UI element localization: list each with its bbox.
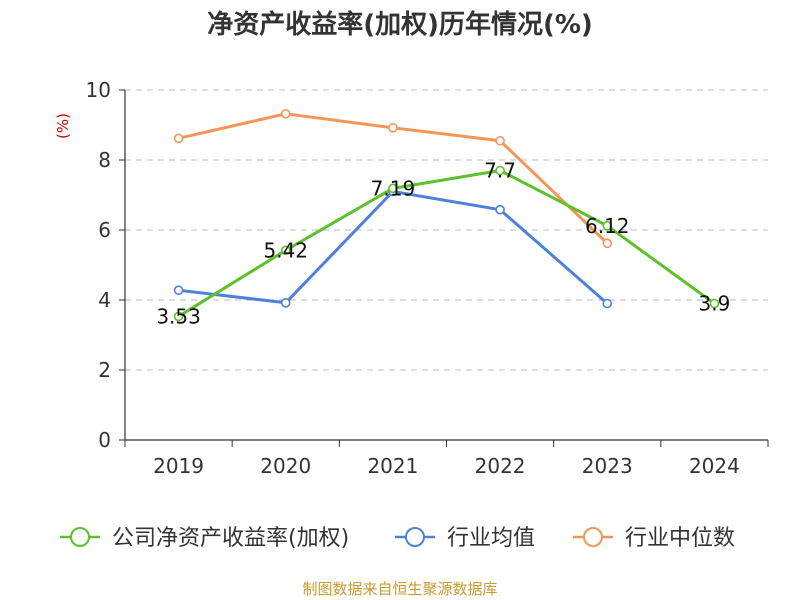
legend: 公司净资产收益率(加权) 行业均值 行业中位数 bbox=[60, 526, 735, 551]
data-point bbox=[388, 183, 398, 194]
legend-label: 行业均值 bbox=[447, 526, 535, 551]
y-tick-label: 8 bbox=[98, 148, 111, 172]
x-tick-label: 2021 bbox=[367, 454, 418, 478]
data-point bbox=[602, 298, 613, 309]
data-point bbox=[495, 204, 505, 215]
data-label: 6.12 bbox=[585, 214, 630, 238]
chart-title: 净资产收益率(加权)历年情况(%) bbox=[207, 9, 593, 40]
data-labels: 3.53 5.42 7.19 7.7 6.12 3.9 bbox=[156, 159, 730, 329]
series-0 bbox=[173, 165, 720, 322]
series-line bbox=[178, 190, 609, 305]
data-point bbox=[173, 311, 184, 322]
data-point bbox=[173, 133, 184, 144]
grid-lines bbox=[125, 89, 768, 371]
legend-marker bbox=[583, 527, 603, 547]
data-point bbox=[495, 135, 505, 146]
y-axis-unit: (%) bbox=[54, 113, 72, 139]
data-point bbox=[280, 245, 291, 256]
legend-label: 公司净资产收益率(加权) bbox=[112, 526, 349, 551]
series-line bbox=[177, 169, 716, 318]
legend-label: 行业中位数 bbox=[625, 526, 735, 551]
y-tick-label: 2 bbox=[98, 358, 111, 382]
data-point bbox=[602, 221, 613, 231]
data-point bbox=[173, 285, 184, 296]
data-label: 3.9 bbox=[699, 292, 731, 316]
data-label: 7.19 bbox=[371, 176, 416, 200]
data-point bbox=[495, 165, 505, 176]
legend-item: 行业均值 bbox=[395, 526, 535, 551]
legend-marker bbox=[405, 527, 425, 547]
axes: 0 2 4 6 8 10 2019 2020 2021 2022 2023 2024 bbox=[86, 78, 769, 478]
series-2 bbox=[173, 109, 613, 249]
y-tick-label: 4 bbox=[98, 288, 111, 312]
data-label: 7.7 bbox=[484, 159, 516, 183]
x-tick-label: 2020 bbox=[260, 454, 311, 478]
data-label: 5.42 bbox=[263, 238, 308, 262]
data-point bbox=[602, 238, 613, 249]
legend-item: 行业中位数 bbox=[573, 526, 735, 551]
x-tick-label: 2024 bbox=[689, 454, 740, 478]
data-point bbox=[280, 109, 291, 119]
data-point bbox=[388, 123, 398, 133]
series-1 bbox=[173, 186, 613, 309]
series-lines bbox=[173, 109, 720, 322]
x-tick-label: 2019 bbox=[153, 454, 204, 478]
legend-marker bbox=[70, 527, 90, 547]
data-point bbox=[280, 297, 291, 308]
data-label: 3.53 bbox=[156, 304, 201, 328]
y-tick-label: 0 bbox=[98, 428, 111, 452]
legend-item: 公司净资产收益率(加权) bbox=[60, 526, 349, 551]
data-point bbox=[709, 298, 720, 309]
y-tick-label: 10 bbox=[86, 78, 111, 102]
y-tick-label: 6 bbox=[98, 218, 111, 242]
x-tick-label: 2023 bbox=[582, 454, 633, 478]
source-note: 制图数据来自恒生聚源数据库 bbox=[302, 580, 497, 598]
x-tick-label: 2022 bbox=[475, 454, 526, 478]
